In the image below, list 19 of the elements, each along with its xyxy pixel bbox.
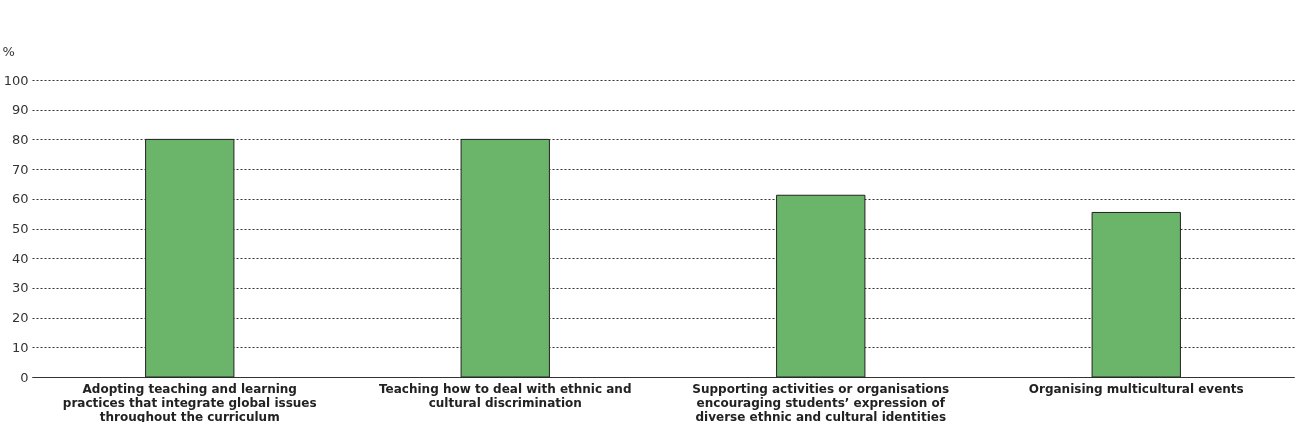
y-tick-label: 80 (11, 131, 29, 147)
bar (1091, 211, 1181, 378)
bar (776, 194, 866, 378)
y-tick-label: 30 (11, 280, 29, 296)
y-tick-label: 0 (20, 369, 29, 385)
y-axis-title: % (2, 43, 15, 59)
y-tick-label: 20 (11, 310, 29, 326)
y-tick-label: 100 (3, 72, 29, 88)
y-tick-label: 90 (11, 102, 29, 118)
bar (460, 138, 550, 378)
y-tick-label: 50 (11, 221, 29, 236)
x-tick-label: Supporting activities or organisations encouraging students’ expression of diverse ethnic and cultural identities (692, 381, 950, 424)
x-tick-label: Teaching how to deal with ethnic and cultural discrimination (379, 381, 632, 410)
bar (145, 138, 235, 378)
y-tick-label: 40 (11, 250, 29, 266)
y-tick-label: 10 (11, 339, 29, 355)
x-tick-label: Organising multicultural events (1028, 381, 1244, 396)
y-tick-label: 60 (11, 191, 29, 207)
y-tick-label: 70 (11, 161, 29, 177)
